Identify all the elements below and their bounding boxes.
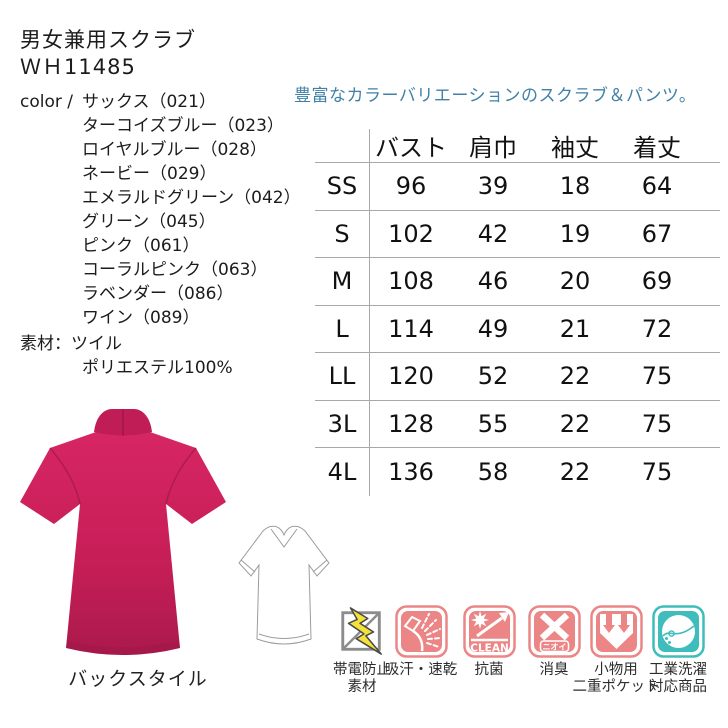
column-header: 肩巾 [452,129,534,163]
material-line: 素材：ツイル [20,334,122,354]
size-cell: 22 [534,401,616,448]
feature-caption: 帯電防止 素材 [333,662,391,695]
product-title: 男女兼用スクラブ [20,28,196,52]
material-block: 素材：ツイル ポリエステル100% [20,332,233,380]
size-cell: 96 [370,163,452,211]
product-code: ＷＨ11485 [20,55,136,79]
size-cell: 108 [370,258,452,306]
feature-item: CLEAN 抗菌 [429,602,549,679]
deodorant-icon: ニオイ [527,605,581,658]
size-row-label: SS [315,163,370,211]
sweat-quick-dry-icon [394,605,448,658]
color-item: エメラルドグリーン（042） [82,188,301,208]
back-style-label: バックスタイル [68,668,208,690]
size-table: バスト 肩巾 袖丈 着丈 SS 96 39 18 64 S 102 42 19 … [315,129,720,496]
size-cell: 58 [477,457,509,486]
size-cell: 128 [370,401,452,448]
antibacterial-clean-icon: CLEAN [462,605,516,658]
size-cell: 42 [452,211,534,258]
size-cell: 39 [452,163,534,211]
table-corner-cell [315,129,370,163]
industrial-wash-icon [651,605,705,658]
size-cell: 120 [370,353,452,401]
feature-item: ニオイ 消臭 [494,602,614,679]
tagline: 豊富なカラーバリエーションのスクラブ＆パンツ。 [294,86,697,106]
size-cell: 20 [534,258,616,306]
color-item: グリーン（045） [82,212,216,232]
material-detail: ポリエステル100% [82,358,233,378]
size-cell: 21 [534,306,616,353]
size-cell: 72 [616,306,698,353]
column-header: 着丈 [616,129,698,163]
size-cell: 75 [616,353,698,401]
column-header: バスト [370,129,452,163]
double-pocket-icon [589,605,643,658]
color-item: ネービー（029） [82,164,217,184]
size-cell: 75 [641,457,673,486]
color-list: color / サックス（021） ターコイズブルー（023） ロイヤルブルー（… [20,90,301,330]
size-row-label: M [315,258,370,306]
feature-caption: 小物用 二重ポケット [572,662,660,695]
feature-caption: 消臭 [539,662,569,678]
size-cell: 67 [616,211,698,258]
feature-item: 小物用 二重ポケット [556,602,676,695]
feature-item: 吸汗・速乾 [361,602,481,679]
size-cell: 136 [388,457,434,486]
color-item: ワイン（089） [82,308,200,328]
size-cell: 55 [452,401,534,448]
size-cell: 22 [559,457,591,486]
size-cell: 49 [452,306,534,353]
feature-caption: 工業洗濯 対応商品 [649,662,707,695]
svg-text:ニオイ: ニオイ [542,643,566,652]
size-row-label: 3L [315,400,370,448]
feature-caption: 吸汗・速乾 [384,662,458,678]
size-cell: 102 [370,211,452,258]
color-item: ラベンダー（086） [82,284,234,304]
size-cell: 69 [616,258,698,306]
size-cell: 114 [370,306,452,353]
feature-item: 帯電防止 素材 [302,602,422,695]
feature-item: 工業洗濯 対応商品 [618,602,728,695]
size-cell: 52 [452,353,534,401]
color-item: サックス（021） [82,92,216,112]
size-row-label: 4L [315,448,370,496]
anti-static-lightning-icon [341,607,382,655]
size-cell: 19 [534,211,616,258]
svg-text:CLEAN: CLEAN [470,643,508,655]
size-row-label: L [315,305,370,353]
size-cell: 22 [534,353,616,401]
scrub-front-sketch-icon [238,525,330,645]
color-item: ピンク（061） [82,236,200,256]
size-cell: 46 [452,258,534,306]
size-row-label: S [315,210,370,258]
feature-caption: 抗菌 [474,662,504,678]
scrub-back-photo [20,409,226,655]
size-cell: 18 [534,163,616,211]
size-row-label: LL [315,353,370,401]
size-cell: 64 [616,163,698,211]
color-item: コーラルピンク（063） [82,260,268,280]
size-cell: 75 [616,401,698,448]
color-item: ターコイズブルー（023） [82,116,284,136]
color-label: color / [20,92,73,112]
column-header: 袖丈 [534,129,616,163]
color-item: ロイヤルブルー（028） [82,140,267,160]
